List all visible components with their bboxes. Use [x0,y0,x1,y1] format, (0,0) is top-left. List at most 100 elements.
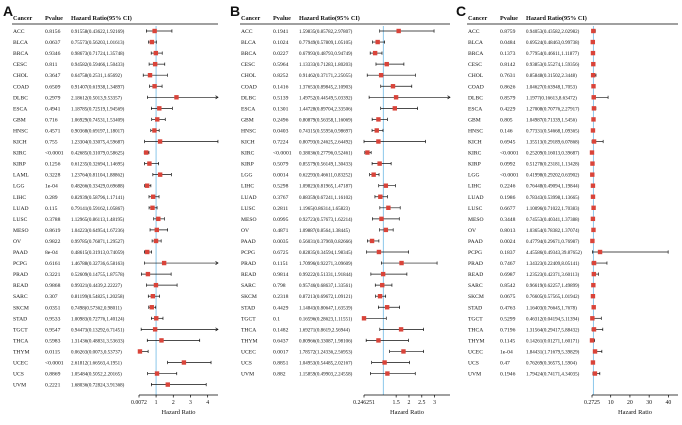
hr-point [392,106,397,111]
hr-point [382,360,387,365]
cancer-label: BLCA [241,40,256,46]
hr-point [372,50,378,56]
hazard-ratio-ci-cell: 1.10096(0.71022,1.70383) [526,207,580,212]
hr-point [589,338,595,343]
hr-point [589,150,595,155]
hazard-ratio-ci-cell: 1.00983(0.72776,1.40124) [71,317,125,322]
pvalue-cell: 0.1416 [273,84,289,90]
hazard-ratio-ci-cell: 0.75573(0.56203,1.01613) [71,41,125,46]
hr-point [591,117,596,122]
pvalue-cell: 0.1837 [500,250,516,256]
cancer-label: COAD [13,84,29,90]
x-tick-labels: 0.246251 1.5 2 2.5 3 [353,400,436,406]
pvalue-cell: 0.0227 [273,51,289,57]
hazard-ratio-ci-cell: 0.06263(0.0073,0.53737) [71,350,122,355]
hazard-ratio-ci-cell: 1.04953(0.54485,2.02167) [299,362,353,367]
hr-point [137,349,143,354]
x-tick-label: 2 [408,400,411,406]
cancer-label: THYM [468,338,484,344]
hazard-ratio-ci-cell: 0.92723(0.57673,1.62214) [299,218,353,223]
hazard-ratio-ci-cell: 1.84431(1.71679,5.39829) [526,350,580,355]
hazard-ratio-ci-cell: 0.91407(0.61938,1.34897) [71,85,125,90]
hazard-ratio-ci-cell: 0.64758(0.2531,1.65692) [71,74,122,79]
hazard-ratio-ci-cell: 2.61812(1.66563,4.1951) [71,362,122,367]
cancer-label: UCEC [468,349,483,355]
hr-point [383,227,389,233]
cancer-label: ESCA [468,106,482,112]
panel-label: A [3,3,13,19]
pvalue-cell: 0.1941 [273,29,289,35]
hr-point [156,216,161,222]
hr-point [376,117,381,122]
hazard-ratio-ci-cell: 0.85848(0.31502,2.3448) [526,74,577,79]
hazard-ratio-ci-cell: 0.81199(0.54825,1.20258) [71,295,124,300]
cancer-label: ESCA [13,106,27,112]
cancer-label: KICH [468,140,482,146]
pvalue-cell: 0.6161 [45,261,61,267]
pvalue-cell: 0.6677 [500,206,516,212]
cancer-label: PCPG [468,250,482,256]
hr-point [157,106,162,111]
hazard-ratio-ci-cell: 0.38036(0.27796,0.52461) [299,152,353,157]
cancer-label: ACC [241,29,253,35]
cancer-label: MESO [241,217,257,223]
hazard-ratio-ci-cell: 0.7498(0.57362,0.98011) [71,306,122,311]
cancer-label: HNSC [241,128,256,134]
hr-point [165,382,170,387]
hr-point [144,183,150,188]
hr-point [591,260,597,266]
cancer-label: TGCT [468,316,483,322]
cancer-label: KIRC [468,151,482,157]
pvalue-cell: 0.1024 [273,40,289,46]
hr-point [590,39,596,45]
cancer-label: BRCA [13,51,28,57]
hr-point [377,294,383,299]
cancer-label: UCEC [241,349,256,355]
ci-arrow [215,95,219,100]
hazard-ratio-ci-cell: 1.23304(0.33075,4.59687) [71,141,125,146]
x-tick-marks [138,395,209,398]
hazard-ratio-ci-cell: 0.99785(0.76871,1.29527) [71,240,125,245]
hr-point [591,305,596,310]
cancer-label: DLBC [468,95,483,101]
x-tick-labels: 0.0072 1 2 3 4 [131,400,209,406]
hr-point [590,238,595,244]
pvalue-cell: <0.0001 [500,151,519,157]
hazard-ratio-ci-cell: 0.77331(0.54668,1.09365) [526,129,580,134]
hazard-ratio-ci-cell: 0.61235(0.32694,1.14695) [71,163,125,168]
hazard-ratio-ci-cell: 1.05484(0.5052,2.20165) [71,373,122,378]
hazard-ratio-ci-cell: 1.35513(0.29189,6.07868) [526,141,580,146]
hazard-ratio-ci-cell: 1.16403(0.76645,1.7678) [526,306,577,311]
cancer-label: CHOL [241,73,257,79]
pvalue-cell: 0.716 [45,117,58,123]
cancer-label: CESC [13,62,27,68]
hazard-ratio-ci-cell: 0.96619(0.62257,1.49899) [526,284,580,289]
hazard-ratio-ci-cell: 1.03654(0.78382,1.37074) [526,229,580,234]
pvalue-cell: 1e-04 [500,349,513,355]
cancer-label: ESCA [241,106,255,112]
pvalue-cell: 0.805 [500,117,513,123]
hazard-ratio-ci-cell: 0.87213(0.69672,1.09121) [299,295,353,300]
pvalue-cell: 0.8156 [45,29,61,35]
hazard-ratio-ci-cell: 0.16596(0.28623,1.11551) [299,317,352,322]
pvalue-cell: 0.5299 [500,316,516,322]
pvalue-cell: 0.811 [45,62,58,68]
hazard-ratio-ci-cell: 0.74553(0.40341,1.37388) [526,218,580,223]
hazard-ratio-ci-cell: 0.48615(0.31913,0.74059) [71,251,125,256]
cancer-label: UVM [13,383,26,389]
pvalue-cell: 0.0403 [273,128,289,134]
cancer-label: READ [468,272,483,278]
hazard-ratio-ci-cell: 1.14843(0.80647,1.63539) [299,306,353,311]
cancer-label: UCS [241,361,252,367]
hazard-ratio-ci-cell: 0.14261(0.01271,1.60171) [526,339,580,344]
hazard-ratio-ci-cell: 1.44728(0.89704,2.33506) [299,107,353,112]
hr-point [591,106,597,111]
cancer-label: SKCM [241,294,257,300]
cancer-label: LUSC [468,206,483,212]
hazard-ratio-ci-cell: 1.06929(0.74531,1.53409) [71,118,125,123]
x-tick-label: 10 [608,400,614,406]
cancer-label: PAAD [468,239,483,245]
hr-point [390,84,396,89]
hazard-ratio-ci-cell: 0.82939(0.58796,1.17141) [71,196,125,201]
pvalue-cell: <0.0001 [45,361,64,367]
